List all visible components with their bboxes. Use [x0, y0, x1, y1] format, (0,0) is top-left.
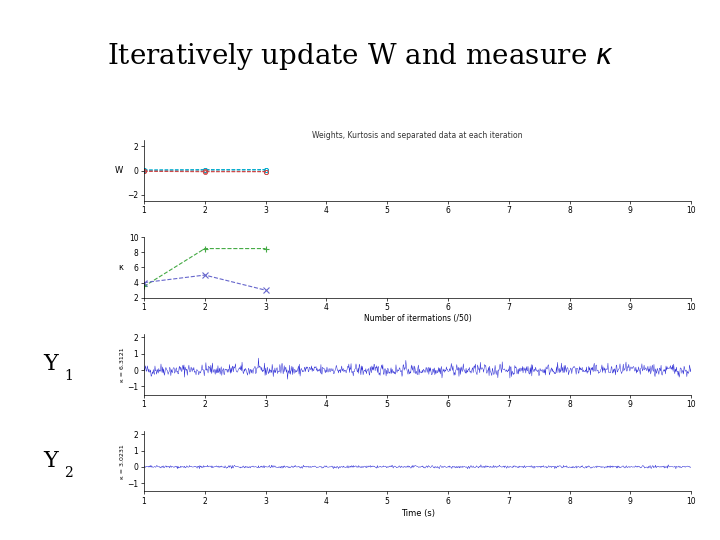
Text: Iteratively update W and measure $\kappa$: Iteratively update W and measure $\kappa…	[107, 41, 613, 72]
Text: 2: 2	[64, 466, 73, 480]
Y-axis label: W: W	[115, 166, 123, 175]
X-axis label: Time (s): Time (s)	[400, 509, 435, 518]
Text: Y: Y	[43, 450, 58, 472]
Y-axis label: κ = 3.0231: κ = 3.0231	[120, 444, 125, 478]
Text: 1: 1	[64, 369, 73, 383]
Title: Weights, Kurtosis and separated data at each iteration: Weights, Kurtosis and separated data at …	[312, 131, 523, 140]
Y-axis label: κ = 6.3121: κ = 6.3121	[120, 347, 125, 382]
X-axis label: Number of itermations (/50): Number of itermations (/50)	[364, 314, 472, 323]
Y-axis label: κ: κ	[118, 263, 123, 272]
Text: Y: Y	[43, 353, 58, 375]
